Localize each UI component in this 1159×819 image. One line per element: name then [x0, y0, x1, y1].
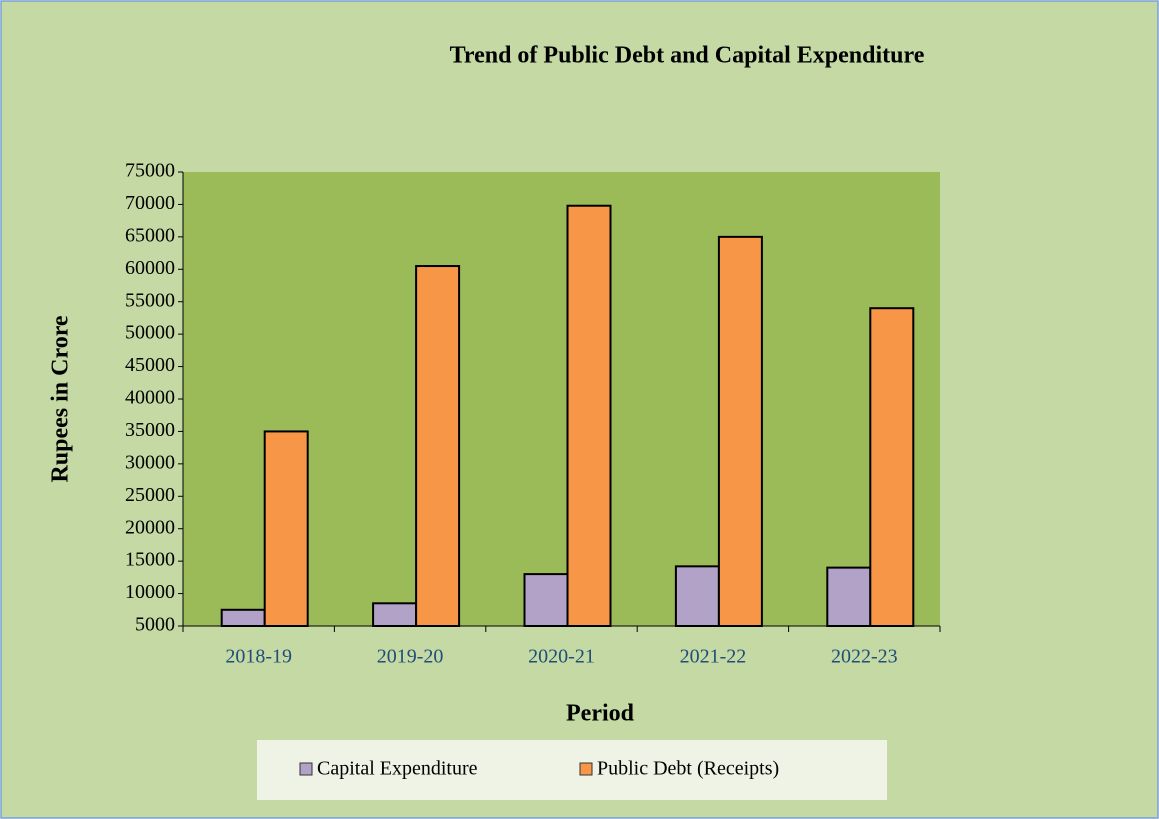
y-tick-label: 50000	[125, 322, 175, 344]
x-axis-label: Period	[566, 701, 635, 727]
chart: Trend of Public Debt and Capital Expendi…	[0, 0, 1159, 819]
x-tick-label: 2022-23	[831, 646, 898, 668]
y-tick-label: 25000	[125, 484, 175, 506]
y-tick-label: 10000	[125, 581, 175, 603]
bar	[827, 568, 870, 626]
legend-label: Capital Expenditure	[317, 758, 478, 780]
y-tick-label: 40000	[125, 387, 175, 409]
bar	[416, 266, 459, 626]
bar	[525, 574, 568, 626]
x-tick-label: 2021-22	[680, 646, 747, 668]
legend-label: Public Debt (Receipts)	[597, 758, 779, 780]
x-tick-label: 2019-20	[377, 646, 444, 668]
x-tick-label: 2020-21	[528, 646, 595, 668]
y-tick-label: 20000	[125, 516, 175, 538]
y-tick-label: 30000	[125, 451, 175, 473]
chart-title: Trend of Public Debt and Capital Expendi…	[450, 43, 925, 69]
bar	[568, 206, 611, 626]
bar	[676, 566, 719, 626]
bar	[373, 603, 416, 626]
y-tick-label: 60000	[125, 257, 175, 279]
y-tick-label: 15000	[125, 549, 175, 571]
legend-marker	[580, 763, 592, 775]
y-tick-label: 45000	[125, 354, 175, 376]
bar	[222, 610, 265, 626]
x-tick-label: 2018-19	[225, 646, 292, 668]
legend-marker	[300, 763, 312, 775]
y-tick-label: 55000	[125, 289, 175, 311]
y-tick-label: 35000	[125, 419, 175, 441]
y-tick-label: 75000	[125, 160, 175, 182]
bar	[719, 237, 762, 626]
bar	[870, 308, 913, 626]
y-tick-label: 5000	[135, 614, 175, 636]
y-axis-label: Rupees in Crore	[48, 315, 74, 482]
bar	[265, 431, 308, 626]
y-tick-label: 65000	[125, 224, 175, 246]
y-tick-label: 70000	[125, 192, 175, 214]
